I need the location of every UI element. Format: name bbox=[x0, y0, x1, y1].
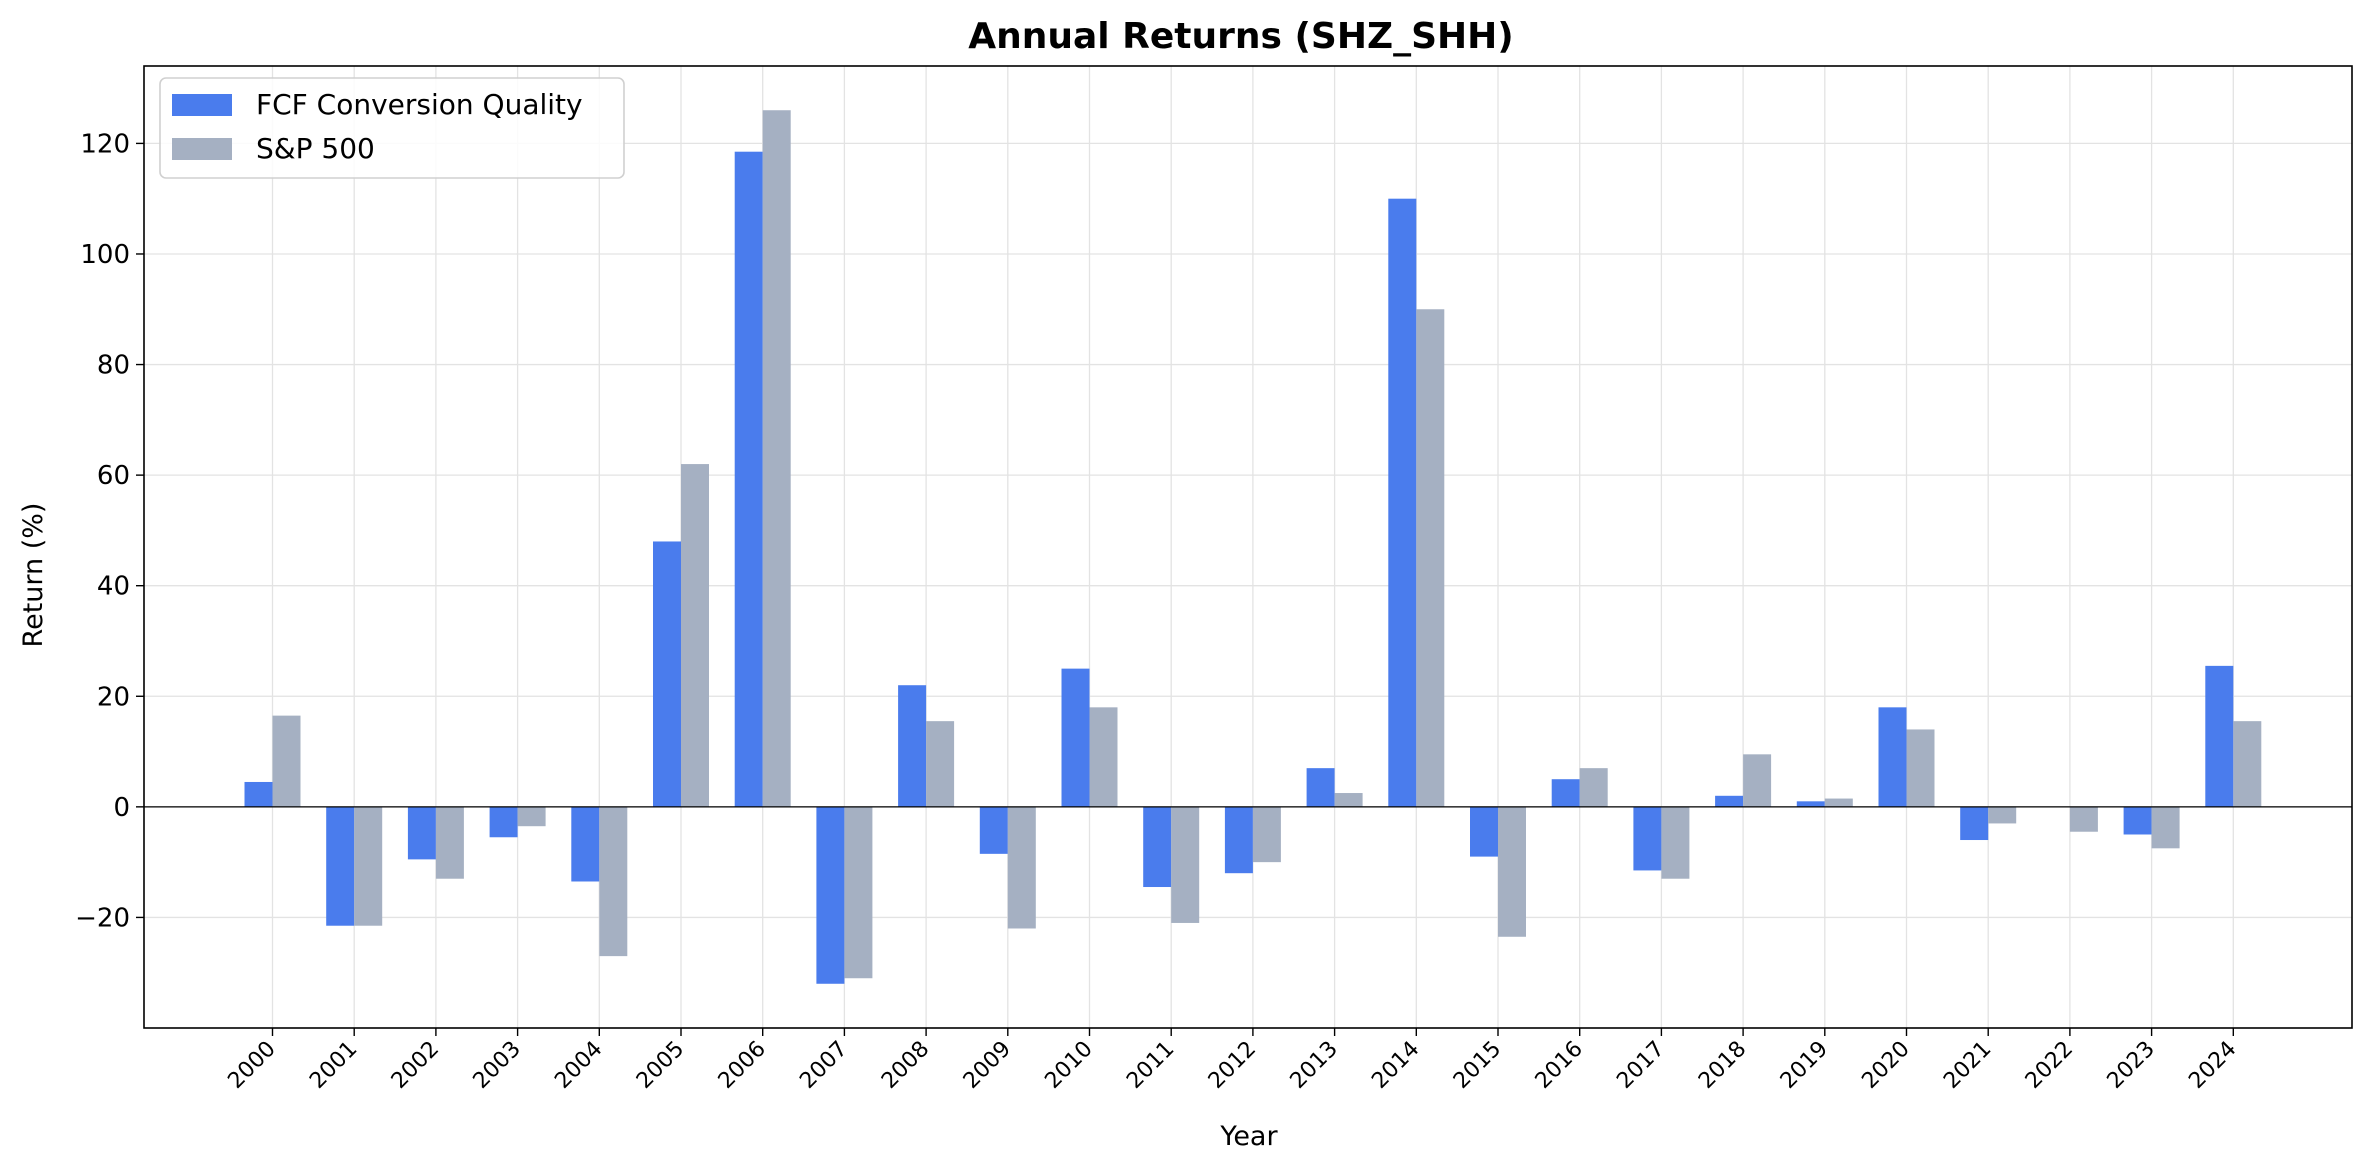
bar-sp500-2003 bbox=[517, 806, 546, 827]
bar-sp500-2019 bbox=[1824, 798, 1853, 807]
plot-frame bbox=[143, 65, 2353, 1029]
y-tick-label: 20 bbox=[97, 682, 130, 712]
bar-sp500-2002 bbox=[435, 806, 464, 879]
legend-box bbox=[159, 77, 625, 179]
y-axis-ticks: −20 0 20 40 60 80 100 120 bbox=[75, 129, 144, 933]
bar-fcf-2017 bbox=[1633, 806, 1662, 871]
legend-label-sp500: S&P 500 bbox=[256, 132, 375, 165]
bar-fcf-2018 bbox=[1715, 795, 1744, 807]
bar-sp500-2013 bbox=[1334, 793, 1363, 807]
bar-sp500-2023 bbox=[2151, 806, 2180, 849]
bar-fcf-2010 bbox=[1061, 668, 1090, 807]
y-tick-label: 0 bbox=[113, 793, 130, 823]
bar-fcf-2014 bbox=[1388, 198, 1417, 807]
bar-sp500-2021 bbox=[1988, 806, 2017, 824]
bar-fcf-2000 bbox=[244, 781, 273, 807]
y-tick-label: 60 bbox=[97, 461, 130, 491]
bar-fcf-2008 bbox=[898, 685, 927, 807]
bar-fcf-2024 bbox=[2205, 665, 2234, 807]
bar-fcf-2004 bbox=[571, 806, 600, 882]
bar-fcf-2006 bbox=[734, 151, 763, 807]
bar-fcf-2012 bbox=[1224, 806, 1253, 874]
bar-sp500-2004 bbox=[599, 806, 628, 957]
bar-sp500-2006 bbox=[762, 110, 791, 807]
y-tick-label: 40 bbox=[97, 572, 130, 602]
y-tick-label: 120 bbox=[80, 129, 130, 159]
bar-fcf-2003 bbox=[489, 806, 518, 838]
chart-title: Annual Returns (SHZ_SHH) bbox=[968, 16, 1513, 57]
legend: FCF Conversion Quality S&P 500 bbox=[159, 77, 625, 179]
x-axis-title: Year bbox=[1219, 1121, 1278, 1152]
bar-sp500-2020 bbox=[1906, 729, 1935, 807]
bar-sp500-2009 bbox=[1007, 806, 1036, 929]
bar-fcf-2016 bbox=[1551, 779, 1580, 807]
legend-swatch-sp500 bbox=[172, 138, 232, 160]
bar-fcf-2011 bbox=[1143, 806, 1172, 888]
bar-fcf-2015 bbox=[1470, 806, 1498, 857]
bar-fcf-2009 bbox=[979, 806, 1008, 854]
bar-sp500-2012 bbox=[1252, 806, 1281, 863]
bar-fcf-2019 bbox=[1796, 801, 1825, 807]
bar-sp500-2008 bbox=[926, 721, 955, 807]
bar-fcf-2020 bbox=[1878, 707, 1907, 807]
y-tick-label: 80 bbox=[97, 351, 130, 381]
bar-sp500-2010 bbox=[1089, 707, 1118, 807]
bar-sp500-2024 bbox=[2233, 721, 2262, 807]
bar-sp500-2000 bbox=[272, 715, 301, 807]
bar-fcf-2007 bbox=[816, 806, 845, 984]
bar-fcf-2021 bbox=[1960, 806, 1989, 841]
bar-sp500-2018 bbox=[1743, 754, 1772, 807]
legend-label-fcf: FCF Conversion Quality bbox=[256, 88, 583, 121]
bars bbox=[244, 110, 2262, 984]
bar-sp500-2014 bbox=[1416, 309, 1445, 807]
bar-sp500-2015 bbox=[1498, 806, 1526, 937]
bar-fcf-2013 bbox=[1306, 768, 1335, 807]
bar-sp500-2017 bbox=[1661, 806, 1690, 879]
bar-sp500-2001 bbox=[354, 806, 383, 926]
y-tick-label: −20 bbox=[75, 903, 130, 933]
bar-sp500-2007 bbox=[844, 806, 873, 979]
y-axis-title: Return (%) bbox=[18, 503, 49, 648]
bar-sp500-2016 bbox=[1579, 768, 1608, 807]
bar-fcf-2005 bbox=[653, 541, 681, 807]
bar-fcf-2023 bbox=[2123, 806, 2152, 835]
bar-fcf-2002 bbox=[407, 806, 436, 860]
bar-sp500-2011 bbox=[1171, 806, 1200, 923]
y-tick-label: 100 bbox=[80, 240, 130, 270]
bar-fcf-2001 bbox=[326, 806, 355, 926]
bar-sp500-2022 bbox=[2069, 806, 2098, 832]
bar-sp500-2005 bbox=[681, 464, 709, 807]
legend-swatch-fcf bbox=[172, 94, 232, 116]
